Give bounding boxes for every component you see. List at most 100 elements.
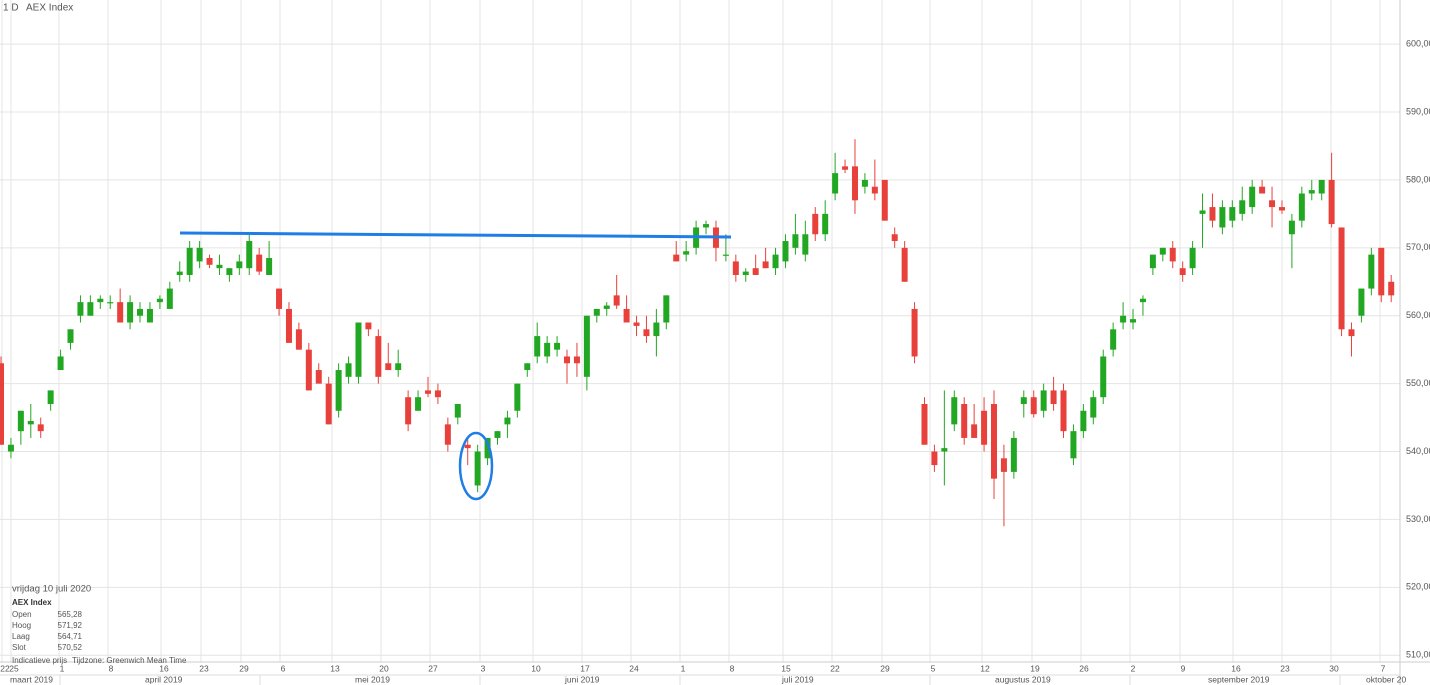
candle-body: [842, 166, 849, 170]
x-tick-label: 8: [730, 663, 735, 673]
highlight-ellipse: [458, 431, 494, 501]
candle-body: [891, 234, 898, 242]
candle-body: [554, 342, 561, 350]
info-footer: Tijdzone: Greenwich Mean Time: [72, 656, 187, 665]
candle-body: [732, 261, 739, 275]
candle-body: [871, 186, 878, 194]
candle-body: [1388, 281, 1395, 296]
x-tick-label: 24: [629, 663, 639, 673]
candle-body: [166, 288, 173, 309]
info-label: Slot: [12, 643, 27, 652]
candle-body: [613, 295, 620, 306]
candle-body: [1209, 207, 1216, 221]
candle-body: [87, 302, 94, 316]
info-value: 571,92: [58, 621, 83, 630]
candle-body: [623, 308, 630, 323]
x-tick-label: 30: [1329, 663, 1339, 673]
candle-body: [444, 424, 451, 445]
candle-body: [673, 254, 680, 262]
candle-body: [345, 363, 352, 377]
x-tick-label: 27: [428, 663, 438, 673]
info-box: vrijdag 10 juli 2020 AEX Index Tijdzone:…: [12, 584, 187, 666]
y-tick-label: 560,00: [1406, 310, 1430, 320]
candle-body: [593, 308, 600, 316]
candle-body: [1239, 200, 1246, 214]
candle-body: [37, 424, 44, 432]
candle-body: [1090, 397, 1097, 418]
candle-body: [1338, 227, 1345, 330]
candle-body: [285, 308, 292, 343]
candle-body: [325, 383, 332, 425]
info-value: 570,52: [58, 643, 83, 652]
candle-body: [375, 336, 382, 377]
candle-body: [772, 254, 779, 269]
candle-body: [1010, 437, 1017, 472]
x-tick-label: 7: [1381, 663, 1386, 673]
candle-body: [573, 356, 580, 364]
candle-body: [276, 288, 283, 309]
x-tick-label: 29: [239, 663, 249, 673]
candle-body: [1358, 288, 1365, 316]
x-tick-label: 22: [0, 663, 10, 673]
candle-body: [564, 356, 571, 364]
candle-body: [176, 271, 183, 275]
month-label: september 2019: [1208, 674, 1270, 684]
candle-body: [424, 390, 431, 394]
candle-body: [47, 390, 54, 404]
candle-body: [812, 213, 819, 235]
candle-body: [1139, 298, 1146, 303]
candle-body: [355, 322, 362, 377]
candle-body: [1050, 390, 1057, 404]
candle-body: [1348, 329, 1355, 337]
candle-body: [107, 302, 114, 304]
candle-body: [77, 302, 84, 316]
month-label: mei 2019: [355, 674, 390, 684]
candle-body: [1288, 220, 1295, 235]
candle-body: [951, 397, 958, 425]
x-tick-label: 23: [199, 663, 209, 673]
candle-body: [1378, 247, 1385, 296]
candle-body: [117, 302, 124, 323]
candle-body: [762, 261, 769, 269]
x-tick-label: 25: [9, 663, 19, 673]
x-tick-label: 19: [1030, 663, 1040, 673]
info-label: Laag: [12, 632, 30, 641]
candle-body: [1189, 247, 1196, 269]
candle-body: [1020, 397, 1027, 404]
candle-body: [434, 390, 441, 398]
candle-body: [901, 247, 908, 282]
month-label: maart 2019: [10, 674, 53, 684]
candle-body: [1179, 268, 1186, 275]
candle-body: [464, 444, 471, 449]
candle-body: [1030, 397, 1037, 415]
x-tick-label: 12: [980, 663, 990, 673]
candle-body: [583, 315, 590, 377]
x-tick-label: 2: [1131, 663, 1136, 673]
candle-body: [67, 329, 74, 343]
x-tick-label: 6: [281, 663, 286, 673]
candle-body: [57, 356, 64, 371]
x-tick-label: 3: [481, 663, 486, 673]
candle-body: [1278, 207, 1285, 211]
x-tick-label: 15: [781, 663, 791, 673]
candle-body: [971, 424, 978, 438]
info-value: 564,71: [58, 632, 83, 641]
candle-body: [494, 431, 501, 438]
trend-line: [179, 231, 732, 239]
candle-body: [931, 451, 938, 466]
candle-body: [365, 322, 372, 330]
y-tick-label: 530,00: [1406, 514, 1430, 524]
candle-body: [1040, 390, 1047, 411]
x-tick-label: 23: [1280, 663, 1290, 673]
candle-body: [832, 173, 839, 194]
candle-body: [703, 224, 710, 228]
candle-body: [1110, 329, 1117, 350]
candle-body: [454, 403, 461, 418]
candle-body: [504, 417, 511, 425]
candle-body: [127, 302, 134, 323]
candle-body: [514, 383, 521, 411]
info-date: vrijdag 10 juli 2020: [12, 584, 91, 595]
candle-body: [1308, 190, 1315, 194]
candle-body: [742, 271, 749, 275]
